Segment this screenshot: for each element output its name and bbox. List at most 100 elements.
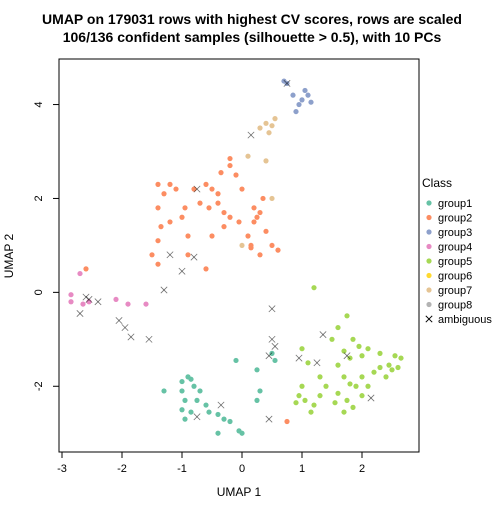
point-group5 [359, 393, 365, 399]
point-group1 [269, 350, 275, 356]
y-tick-label: -2 [33, 381, 45, 391]
point-group5 [389, 367, 395, 373]
point-group5 [293, 400, 299, 406]
chart-title-line1: UMAP on 179031 rows with highest CV scor… [42, 11, 462, 27]
x-axis: -3 -2 -1 0 1 2 [57, 452, 365, 475]
point-group2 [203, 266, 209, 272]
legend-label-group4: group4 [438, 242, 472, 254]
point-group2 [233, 172, 239, 178]
point-ambiguous [265, 352, 273, 360]
point-group4 [68, 299, 74, 305]
point-group2 [191, 186, 197, 192]
legend-label-ambiguous: ambiguous [438, 314, 492, 326]
point-group2 [185, 252, 191, 258]
point-ambiguous [178, 267, 186, 275]
point-group1 [236, 428, 242, 434]
point-group1 [161, 388, 167, 394]
point-group2 [179, 214, 185, 220]
point-group1 [257, 388, 263, 394]
point-group2 [221, 224, 227, 230]
point-group5 [344, 313, 350, 319]
point-ambiguous [160, 286, 168, 294]
legend-marker-group7 [426, 287, 432, 293]
x-tick-label: -1 [177, 463, 187, 475]
y-tick-label: 4 [33, 101, 45, 107]
point-ambiguous [193, 413, 201, 421]
x-tick-label: 2 [359, 463, 365, 475]
point-group2 [263, 228, 269, 234]
point-ambiguous [127, 333, 135, 341]
point-group5 [308, 409, 314, 415]
point-ambiguous [76, 310, 84, 317]
legend-marker-group5 [426, 258, 432, 264]
point-group5 [329, 336, 335, 342]
point-group5 [353, 383, 359, 389]
plot-frame [58, 58, 420, 453]
point-ambiguous [367, 394, 375, 402]
point-group7 [272, 116, 278, 122]
point-group5 [299, 346, 305, 352]
point-group2 [257, 252, 263, 258]
point-group1 [227, 418, 233, 425]
point-group1 [206, 409, 212, 415]
point-group5 [365, 383, 371, 389]
point-group4 [77, 270, 83, 277]
point-group7 [269, 195, 275, 202]
point-group1 [188, 376, 194, 382]
x-tick-label: -3 [57, 463, 67, 475]
point-group1 [215, 411, 221, 418]
point-group5 [359, 374, 365, 380]
point-group2 [251, 205, 257, 211]
point-group1 [179, 378, 185, 385]
point-group2 [182, 205, 188, 211]
legend-label-group3: group3 [438, 227, 472, 239]
point-group5 [392, 353, 398, 359]
point-group2 [227, 155, 233, 162]
legend-marker-group1 [426, 200, 432, 206]
point-group2 [227, 214, 233, 220]
point-group5 [341, 409, 347, 415]
point-group7 [266, 130, 272, 136]
point-group2 [203, 181, 209, 187]
point-group2 [173, 186, 179, 192]
point-ambiguous [313, 359, 321, 367]
point-group5 [335, 362, 341, 368]
legend-marker-group8 [426, 301, 432, 308]
point-ambiguous [283, 79, 291, 87]
point-ambiguous [121, 324, 129, 332]
point-group2 [257, 209, 263, 216]
point-group1 [203, 402, 209, 408]
point-group4 [113, 296, 119, 303]
point-group1 [188, 409, 194, 415]
point-group1 [272, 357, 278, 364]
point-group5 [395, 364, 401, 371]
point-ambiguous [82, 293, 90, 301]
point-group5 [386, 362, 392, 368]
point-group2 [167, 181, 173, 187]
point-group7 [257, 125, 263, 131]
legend-marker-ambiguous [425, 315, 433, 323]
point-group5 [398, 355, 404, 361]
point-ambiguous [166, 251, 174, 259]
point-group5 [383, 374, 389, 380]
point-group2 [149, 252, 155, 258]
point-group5 [332, 400, 338, 406]
point-group5 [371, 369, 377, 375]
legend-label-group5: group5 [438, 256, 472, 268]
point-group5 [305, 360, 311, 366]
point-group2 [275, 247, 281, 253]
data-points [68, 78, 404, 436]
point-group1 [254, 367, 260, 373]
point-group4 [143, 301, 149, 307]
point-group2 [209, 233, 215, 239]
point-group1 [182, 416, 188, 422]
point-ambiguous [115, 317, 123, 325]
point-group5 [350, 336, 356, 342]
point-group2 [167, 219, 173, 225]
point-group1 [182, 397, 188, 403]
legend-title: Class [422, 176, 452, 190]
point-group2 [155, 261, 161, 267]
point-group5 [365, 346, 371, 352]
